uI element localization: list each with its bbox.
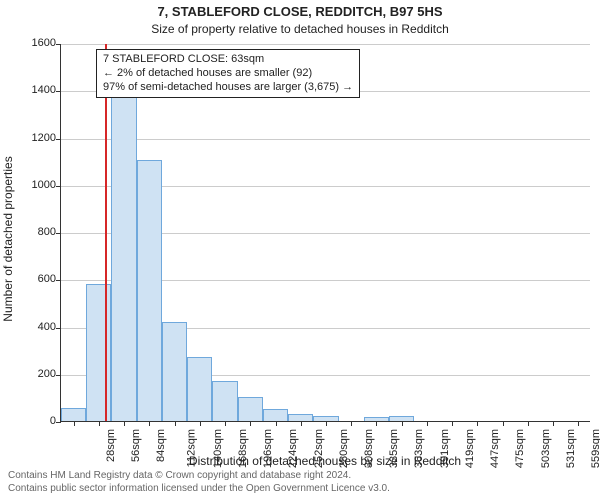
grid-line xyxy=(61,139,590,140)
footer-line: Contains HM Land Registry data © Crown c… xyxy=(8,470,390,483)
x-tick-mark xyxy=(326,421,327,426)
y-tick-mark xyxy=(56,91,61,92)
y-axis-label: Number of detached properties xyxy=(1,156,15,321)
info-box-line: ← 2% of detached houses are smaller (92) xyxy=(103,67,353,81)
x-tick-mark xyxy=(250,421,251,426)
histogram-bar xyxy=(137,160,162,421)
y-tick-mark xyxy=(56,139,61,140)
chart-title-subtitle: Size of property relative to detached ho… xyxy=(0,22,600,36)
y-tick-label: 1200 xyxy=(16,132,56,144)
x-tick-mark xyxy=(200,421,201,426)
y-tick-label: 200 xyxy=(16,368,56,380)
x-tick-mark xyxy=(503,421,504,426)
chart-title-address: 7, STABLEFORD CLOSE, REDDITCH, B97 5HS xyxy=(0,4,600,19)
y-tick-label: 1600 xyxy=(16,37,56,49)
x-tick-mark xyxy=(553,421,554,426)
y-tick-label: 1400 xyxy=(16,84,56,96)
info-box-line: 97% of semi-detached houses are larger (… xyxy=(103,81,353,95)
x-tick-mark xyxy=(477,421,478,426)
histogram-bar xyxy=(61,408,86,421)
y-tick-mark xyxy=(56,233,61,234)
histogram-plot-area: 0200400600800100012001400160028sqm56sqm8… xyxy=(60,44,590,422)
x-tick-mark xyxy=(276,421,277,426)
x-tick-mark xyxy=(124,421,125,426)
y-tick-mark xyxy=(56,375,61,376)
x-tick-mark xyxy=(376,421,377,426)
y-tick-mark xyxy=(56,186,61,187)
property-marker-line xyxy=(105,44,107,421)
x-tick-mark xyxy=(578,421,579,426)
x-tick-mark xyxy=(301,421,302,426)
histogram-bar xyxy=(263,409,288,421)
y-tick-label: 1000 xyxy=(16,179,56,191)
y-tick-mark xyxy=(56,280,61,281)
x-tick-mark xyxy=(427,421,428,426)
y-tick-mark xyxy=(56,422,61,423)
histogram-bar xyxy=(86,284,111,421)
x-tick-mark xyxy=(99,421,100,426)
x-tick-mark xyxy=(225,421,226,426)
histogram-bar xyxy=(187,357,212,421)
x-tick-mark xyxy=(402,421,403,426)
info-box-line: 7 STABLEFORD CLOSE: 63sqm xyxy=(103,53,353,67)
x-tick-mark xyxy=(528,421,529,426)
x-tick-label: 559sqm xyxy=(590,429,600,468)
grid-line xyxy=(61,44,590,45)
y-tick-mark xyxy=(56,328,61,329)
footer-line: Contains public sector information licen… xyxy=(8,483,390,496)
attribution-footer: Contains HM Land Registry data © Crown c… xyxy=(8,470,390,495)
histogram-bar xyxy=(288,414,313,421)
y-tick-label: 800 xyxy=(16,226,56,238)
histogram-bar xyxy=(162,322,187,421)
y-tick-label: 0 xyxy=(16,415,56,427)
y-tick-label: 400 xyxy=(16,321,56,333)
x-tick-mark xyxy=(351,421,352,426)
x-tick-mark xyxy=(452,421,453,426)
histogram-bar xyxy=(111,78,136,421)
x-tick-mark xyxy=(149,421,150,426)
y-tick-mark xyxy=(56,44,61,45)
histogram-bar xyxy=(212,381,237,421)
x-axis-label: Distribution of detached houses by size … xyxy=(60,454,590,468)
histogram-bar xyxy=(238,397,263,421)
x-tick-mark xyxy=(175,421,176,426)
property-info-box: 7 STABLEFORD CLOSE: 63sqm← 2% of detache… xyxy=(96,49,360,98)
y-tick-label: 600 xyxy=(16,273,56,285)
x-tick-mark xyxy=(74,421,75,426)
